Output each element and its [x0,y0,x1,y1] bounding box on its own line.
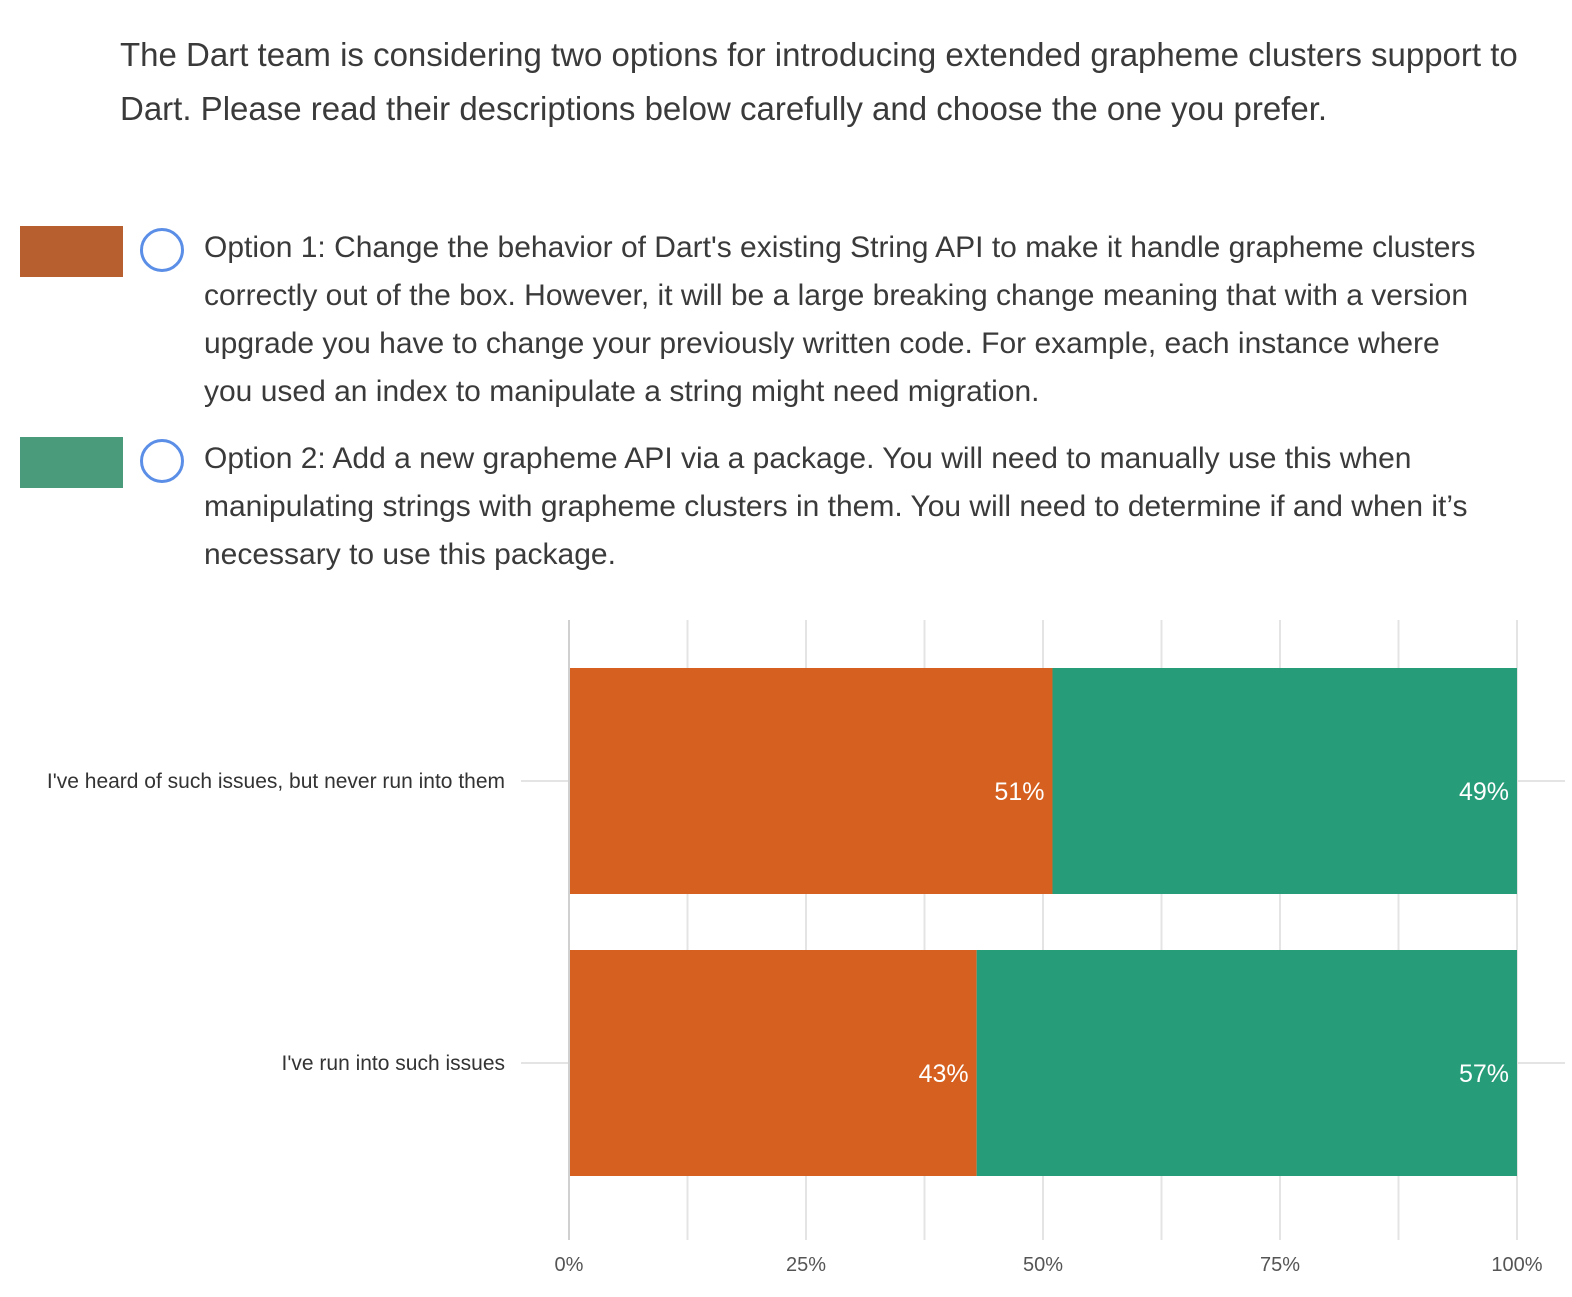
bar-segment [569,668,1053,894]
bar-segment [569,950,977,1176]
x-tick-label: 0% [555,1254,584,1276]
x-tick-label: 50% [1023,1254,1063,1276]
question-text: The Dart team is considering two options… [120,36,1518,127]
data-label: 43% [919,1060,969,1088]
x-tick-label: 25% [786,1254,826,1276]
data-label: 51% [994,778,1044,806]
data-label: 57% [1459,1060,1509,1088]
option-2-label: Option 2: Add a new grapheme API via a p… [204,442,1468,571]
option-1[interactable]: Option 1: Change the behavior of Dart's … [20,226,1540,416]
data-label: 49% [1459,778,1509,806]
bar-segment [1052,668,1517,894]
x-tick-label: 75% [1260,1254,1300,1276]
stacked-bar-chart: 0% 25% 50% 75% 100% I've heard of such issues… [47,620,1565,1276]
option-1-radio-button[interactable] [140,228,184,272]
option-2-color-swatch [20,437,123,488]
category-label: I've heard of such issues, but never run… [47,770,505,793]
bar-segment [976,950,1517,1176]
option-1-label: Option 1: Change the behavior of Dart's … [204,231,1476,408]
category-label: I've run into such issues [282,1052,505,1075]
option-2-radio-button[interactable] [140,439,184,483]
x-tick-label: 100% [1491,1254,1542,1276]
option-1-color-swatch [20,226,123,277]
option-2[interactable]: Option 2: Add a new grapheme API via a p… [20,437,1540,579]
